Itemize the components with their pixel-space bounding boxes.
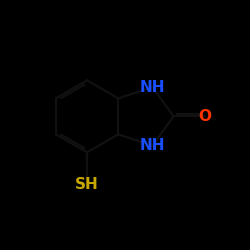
Text: NH: NH: [140, 138, 165, 153]
Text: SH: SH: [75, 176, 99, 192]
Text: O: O: [198, 109, 211, 124]
Text: NH: NH: [140, 80, 165, 95]
